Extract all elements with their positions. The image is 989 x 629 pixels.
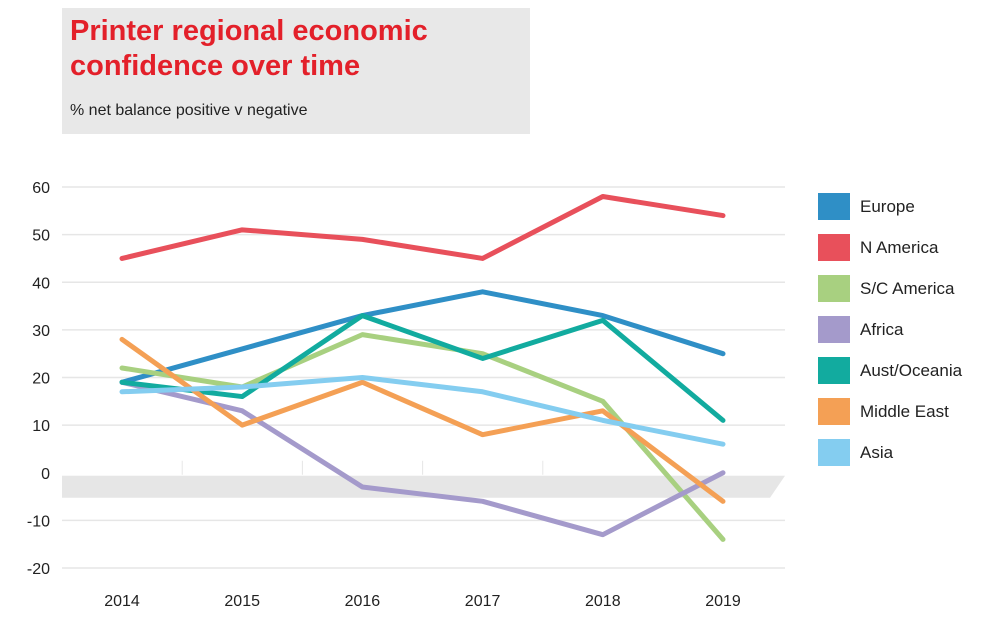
y-tick-label: 30 xyxy=(32,323,50,340)
chart-subtitle: % net balance positive v negative xyxy=(70,102,308,119)
legend-swatch xyxy=(818,234,850,261)
x-tick-label: 2014 xyxy=(104,593,140,610)
series-line-s-c-america xyxy=(119,332,726,542)
legend-swatch xyxy=(818,316,850,343)
y-tick-label: 0 xyxy=(41,466,50,483)
x-tick-label: 2017 xyxy=(465,593,501,610)
legend-label: Africa xyxy=(860,319,904,339)
legend-item: Asia xyxy=(818,432,962,473)
zero-band xyxy=(62,475,785,498)
title-box: Printer regional economic confidence ove… xyxy=(62,8,530,134)
series-line-asia xyxy=(119,375,726,447)
legend-swatch xyxy=(818,275,850,302)
legend: Europe N America S/C America Africa Aust/Oce… xyxy=(818,186,962,473)
legend-item: Europe xyxy=(818,186,962,227)
legend-label: Aust/Oceania xyxy=(860,360,963,380)
series-line-aust-oceania xyxy=(119,313,726,423)
y-tick-label: -20 xyxy=(27,561,50,578)
legend-item: Aust/Oceania xyxy=(818,350,962,391)
legend-item: N America xyxy=(818,227,962,268)
y-tick-label: -10 xyxy=(27,513,50,530)
legend-item: S/C America xyxy=(818,268,962,309)
legend-swatch xyxy=(818,439,850,466)
x-tick-label: 2018 xyxy=(585,593,621,610)
x-tick-label: 2019 xyxy=(705,593,741,610)
legend-label: Asia xyxy=(860,442,894,462)
series-line-n-america xyxy=(119,194,726,261)
legend-item: Middle East xyxy=(818,391,962,432)
legend-swatch xyxy=(818,398,850,425)
legend-swatch xyxy=(818,193,850,220)
y-tick-label: 40 xyxy=(32,275,50,292)
legend-label: Europe xyxy=(860,196,915,216)
legend-label: S/C America xyxy=(860,278,955,298)
y-tick-label: 60 xyxy=(32,180,50,197)
y-tick-label: 20 xyxy=(32,371,50,388)
legend-swatch xyxy=(818,357,850,384)
y-tick-label: 10 xyxy=(32,418,50,435)
x-tick-label: 2016 xyxy=(345,593,381,610)
series-line-europe xyxy=(119,289,726,385)
legend-label: Middle East xyxy=(860,401,949,421)
y-tick-label: 50 xyxy=(32,228,50,245)
legend-label: N America xyxy=(860,237,939,257)
series-line-africa xyxy=(119,379,726,538)
x-tick-label: 2015 xyxy=(224,593,260,610)
chart-title: Printer regional economic confidence ove… xyxy=(70,15,428,82)
legend-item: Africa xyxy=(818,309,962,350)
